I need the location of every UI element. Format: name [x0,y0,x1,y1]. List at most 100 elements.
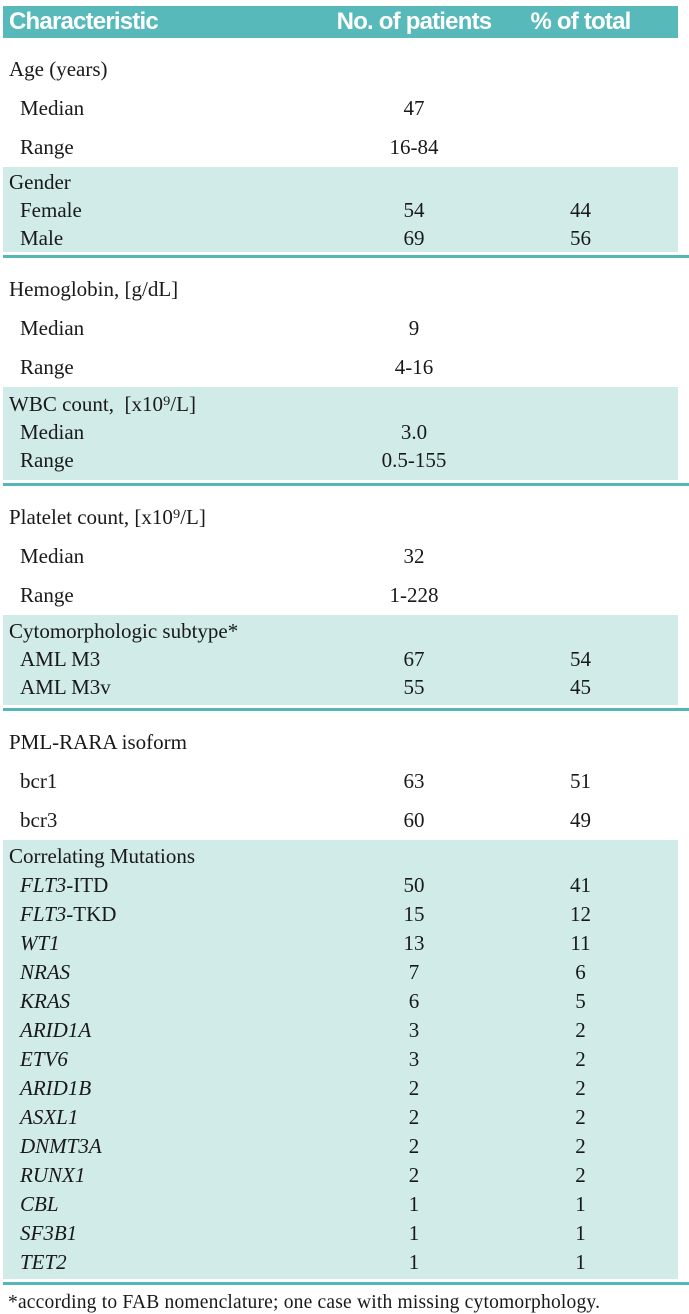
table-body: Age (years) Median 47 Range 16-84 Gender Femal… [3,38,689,1285]
table-row: Range 0.5-155 [3,446,678,474]
cell-percent-of-total: 41 [570,873,591,897]
cell-percent-of-total: 12 [570,902,591,926]
table-section: Correlating Mutations FLT3-ITD 50 41 FLT3-TK… [3,840,678,1279]
section-title: Cytomorphologic subtype* [9,618,239,643]
table-row: ASXL1 2 2 [3,1103,678,1132]
cell-percent-of-total: 1 [575,1221,586,1245]
cell-characteristic: AML M3v [20,674,111,699]
gene-name: ARID1A [20,1018,92,1042]
column-header-percent-of-total: % of total [530,8,632,35]
section-divider-rule [3,483,689,486]
gene-name: KRAS [20,989,71,1013]
table-row: FLT3-ITD 50 41 [3,871,678,900]
cell-no-of-patients: 47 [403,96,425,120]
cell-percent-of-total: 2 [575,1047,586,1071]
section-title: Hemoglobin, [g/dL] [9,277,179,301]
gene-name: ARID1B [20,1076,92,1100]
table-row: FLT3-TKD 15 12 [3,900,678,929]
section-divider-rule [3,255,689,258]
section-title: WBC count, [x10⁹/L] [9,391,196,416]
cell-percent-of-total: 44 [570,197,591,222]
cell-no-of-patients: 60 [403,808,425,832]
cell-characteristic: FLT3-ITD [20,873,109,897]
cell-no-of-patients: 69 [403,225,425,250]
table-row: TET2 1 1 [3,1248,678,1277]
section-title: Correlating Mutations [9,844,196,868]
cell-characteristic: Range [20,583,74,607]
section-title-row: Hemoglobin, [g/dL] [3,270,678,309]
section-title-row: Correlating Mutations [3,842,678,871]
table-row: ETV6 3 2 [3,1045,678,1074]
table-header-row: Characteristic No. of patients % of tota… [3,6,678,38]
column-header-no-of-patients: No. of patients [336,8,492,35]
table-row: DNMT3A 2 2 [3,1132,678,1161]
cell-percent-of-total: 1 [575,1250,586,1274]
cell-no-of-patients: 3.0 [400,419,428,444]
cell-percent-of-total: 2 [575,1105,586,1129]
cell-no-of-patients: 2 [408,1076,420,1100]
cell-characteristic: Female [20,197,82,222]
table-section: Platelet count, [x10⁹/L] Median 32 Range 1-2… [3,486,678,615]
cell-percent-of-total: 2 [575,1018,586,1042]
cell-no-of-patients: 9 [408,316,420,340]
cell-characteristic: DNMT3A [3,1136,309,1157]
table-row: Male 69 56 [3,224,678,252]
section-title: Platelet count, [x10⁹/L] [9,505,206,529]
patient-characteristics-table-page: Characteristic No. of patients % of tota… [0,6,689,1313]
cell-characteristic: Range [20,355,74,379]
table-row: Median 9 [3,309,678,348]
cell-percent-of-total: 49 [570,808,591,832]
table-section: WBC count, [x10⁹/L] Median 3.0 Range 0.5-155 [3,387,678,480]
cell-percent-of-total: 6 [575,960,586,984]
section-title: Age (years) [9,57,108,81]
cell-characteristic: FLT3-TKD [20,902,117,926]
cell-characteristic: TET2 [3,1252,309,1273]
cell-no-of-patients: 7 [408,960,420,984]
table-section: Age (years) Median 47 Range 16-84 [3,38,678,167]
cell-no-of-patients: 2 [408,1134,420,1158]
cell-characteristic: Range [20,135,74,159]
cell-percent-of-total: 2 [575,1076,586,1100]
table-row: Median 32 [3,537,678,576]
table-row: CBL 1 1 [3,1190,678,1219]
cell-percent-of-total: 1 [575,1192,586,1216]
table-row: NRAS 7 6 [3,958,678,987]
cell-characteristic: bcr3 [20,808,58,832]
gene-name: NRAS [20,960,71,984]
cell-percent-of-total: 56 [570,225,591,250]
table-row: SF3B1 1 1 [3,1219,678,1248]
cell-no-of-patients: 67 [403,646,425,671]
cell-no-of-patients: 2 [408,1163,420,1187]
cell-characteristic: Range [20,447,74,472]
cell-no-of-patients: 4-16 [394,355,434,379]
cell-no-of-patients: 15 [403,902,425,926]
cell-no-of-patients: 54 [403,197,425,222]
cell-percent-of-total: 51 [570,769,591,793]
cell-characteristic: AML M3 [20,646,101,671]
gene-name: FLT3 [20,902,67,926]
cell-characteristic: RUNX1 [3,1165,309,1186]
cell-no-of-patients: 2 [408,1105,420,1129]
section-title: PML-RARA isoform [9,730,187,754]
cell-characteristic: ASXL1 [3,1107,309,1128]
cell-characteristic: NRAS [3,962,309,983]
section-title-row: Platelet count, [x10⁹/L] [3,498,678,537]
gene-name: ASXL1 [20,1105,79,1129]
table-row: Range 1-228 [3,576,678,615]
gene-name: SF3B1 [20,1221,78,1245]
footnote: *according to FAB nomenclature; one case… [8,1292,601,1313]
table-section: Gender Female 54 44 Male 69 56 [3,167,678,252]
gene-name: FLT3 [20,873,67,897]
section-title-row: Age (years) [3,50,678,89]
cell-characteristic: ARID1B [3,1078,309,1099]
gene-name: CBL [20,1192,59,1216]
table-row: Median 47 [3,89,678,128]
cell-characteristic: Median [20,316,85,340]
cell-characteristic: KRAS [3,991,309,1012]
gene-name: WT1 [20,931,60,955]
section-title-row: PML-RARA isoform [3,723,678,762]
cell-no-of-patients: 1 [408,1250,420,1274]
table-row: AML M3 67 54 [3,645,678,673]
cell-characteristic: ARID1A [3,1020,309,1041]
gene-name: RUNX1 [20,1163,86,1187]
